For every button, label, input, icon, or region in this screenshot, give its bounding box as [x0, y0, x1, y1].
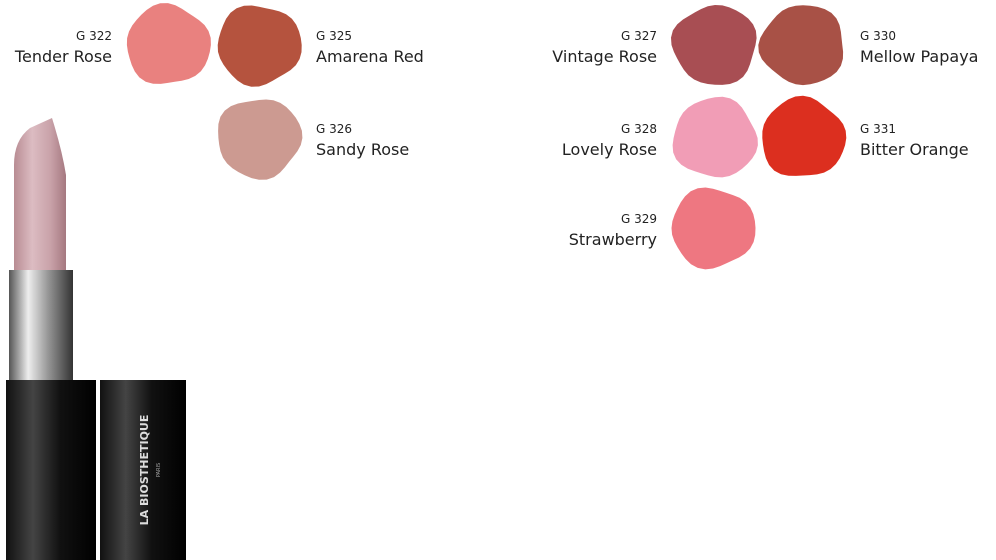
swatch	[671, 5, 757, 85]
swatch-name: Amarena Red	[316, 47, 424, 66]
page: LA BIOSTHETIQUE PARIS G 322 Tender Rose G …	[0, 0, 996, 560]
swatch	[218, 100, 302, 180]
swatch-name: Tender Rose	[14, 47, 112, 66]
swatch-code: G 325	[316, 29, 352, 43]
swatch-name: Bitter Orange	[860, 140, 969, 159]
swatch-name: Strawberry	[569, 230, 657, 249]
swatch	[762, 96, 846, 176]
swatch-code: G 326	[316, 122, 352, 136]
swatch-name: Vintage Rose	[552, 47, 657, 66]
swatch-code: G 329	[621, 212, 657, 226]
swatch-name: Sandy Rose	[316, 140, 409, 159]
swatch-code: G 322	[76, 29, 112, 43]
swatch	[672, 188, 756, 270]
swatch-name: Lovely Rose	[562, 140, 657, 159]
swatch-name: Mellow Papaya	[860, 47, 978, 66]
lipstick-bullet	[14, 118, 66, 270]
lipstick-base	[6, 380, 96, 560]
lipstick-band	[9, 270, 73, 380]
lipstick: LA BIOSTHETIQUE PARIS	[6, 118, 186, 560]
brand-sub: PARIS	[156, 463, 162, 477]
swatch-code: G 330	[860, 29, 896, 43]
swatch	[218, 6, 302, 87]
brand: LA BIOSTHETIQUE	[138, 415, 151, 526]
swatch-code: G 327	[621, 29, 657, 43]
swatch-code: G 328	[621, 122, 657, 136]
swatch	[673, 97, 758, 178]
swatch	[758, 5, 843, 85]
swatch	[127, 3, 211, 84]
swatch-code: G 331	[860, 122, 896, 136]
